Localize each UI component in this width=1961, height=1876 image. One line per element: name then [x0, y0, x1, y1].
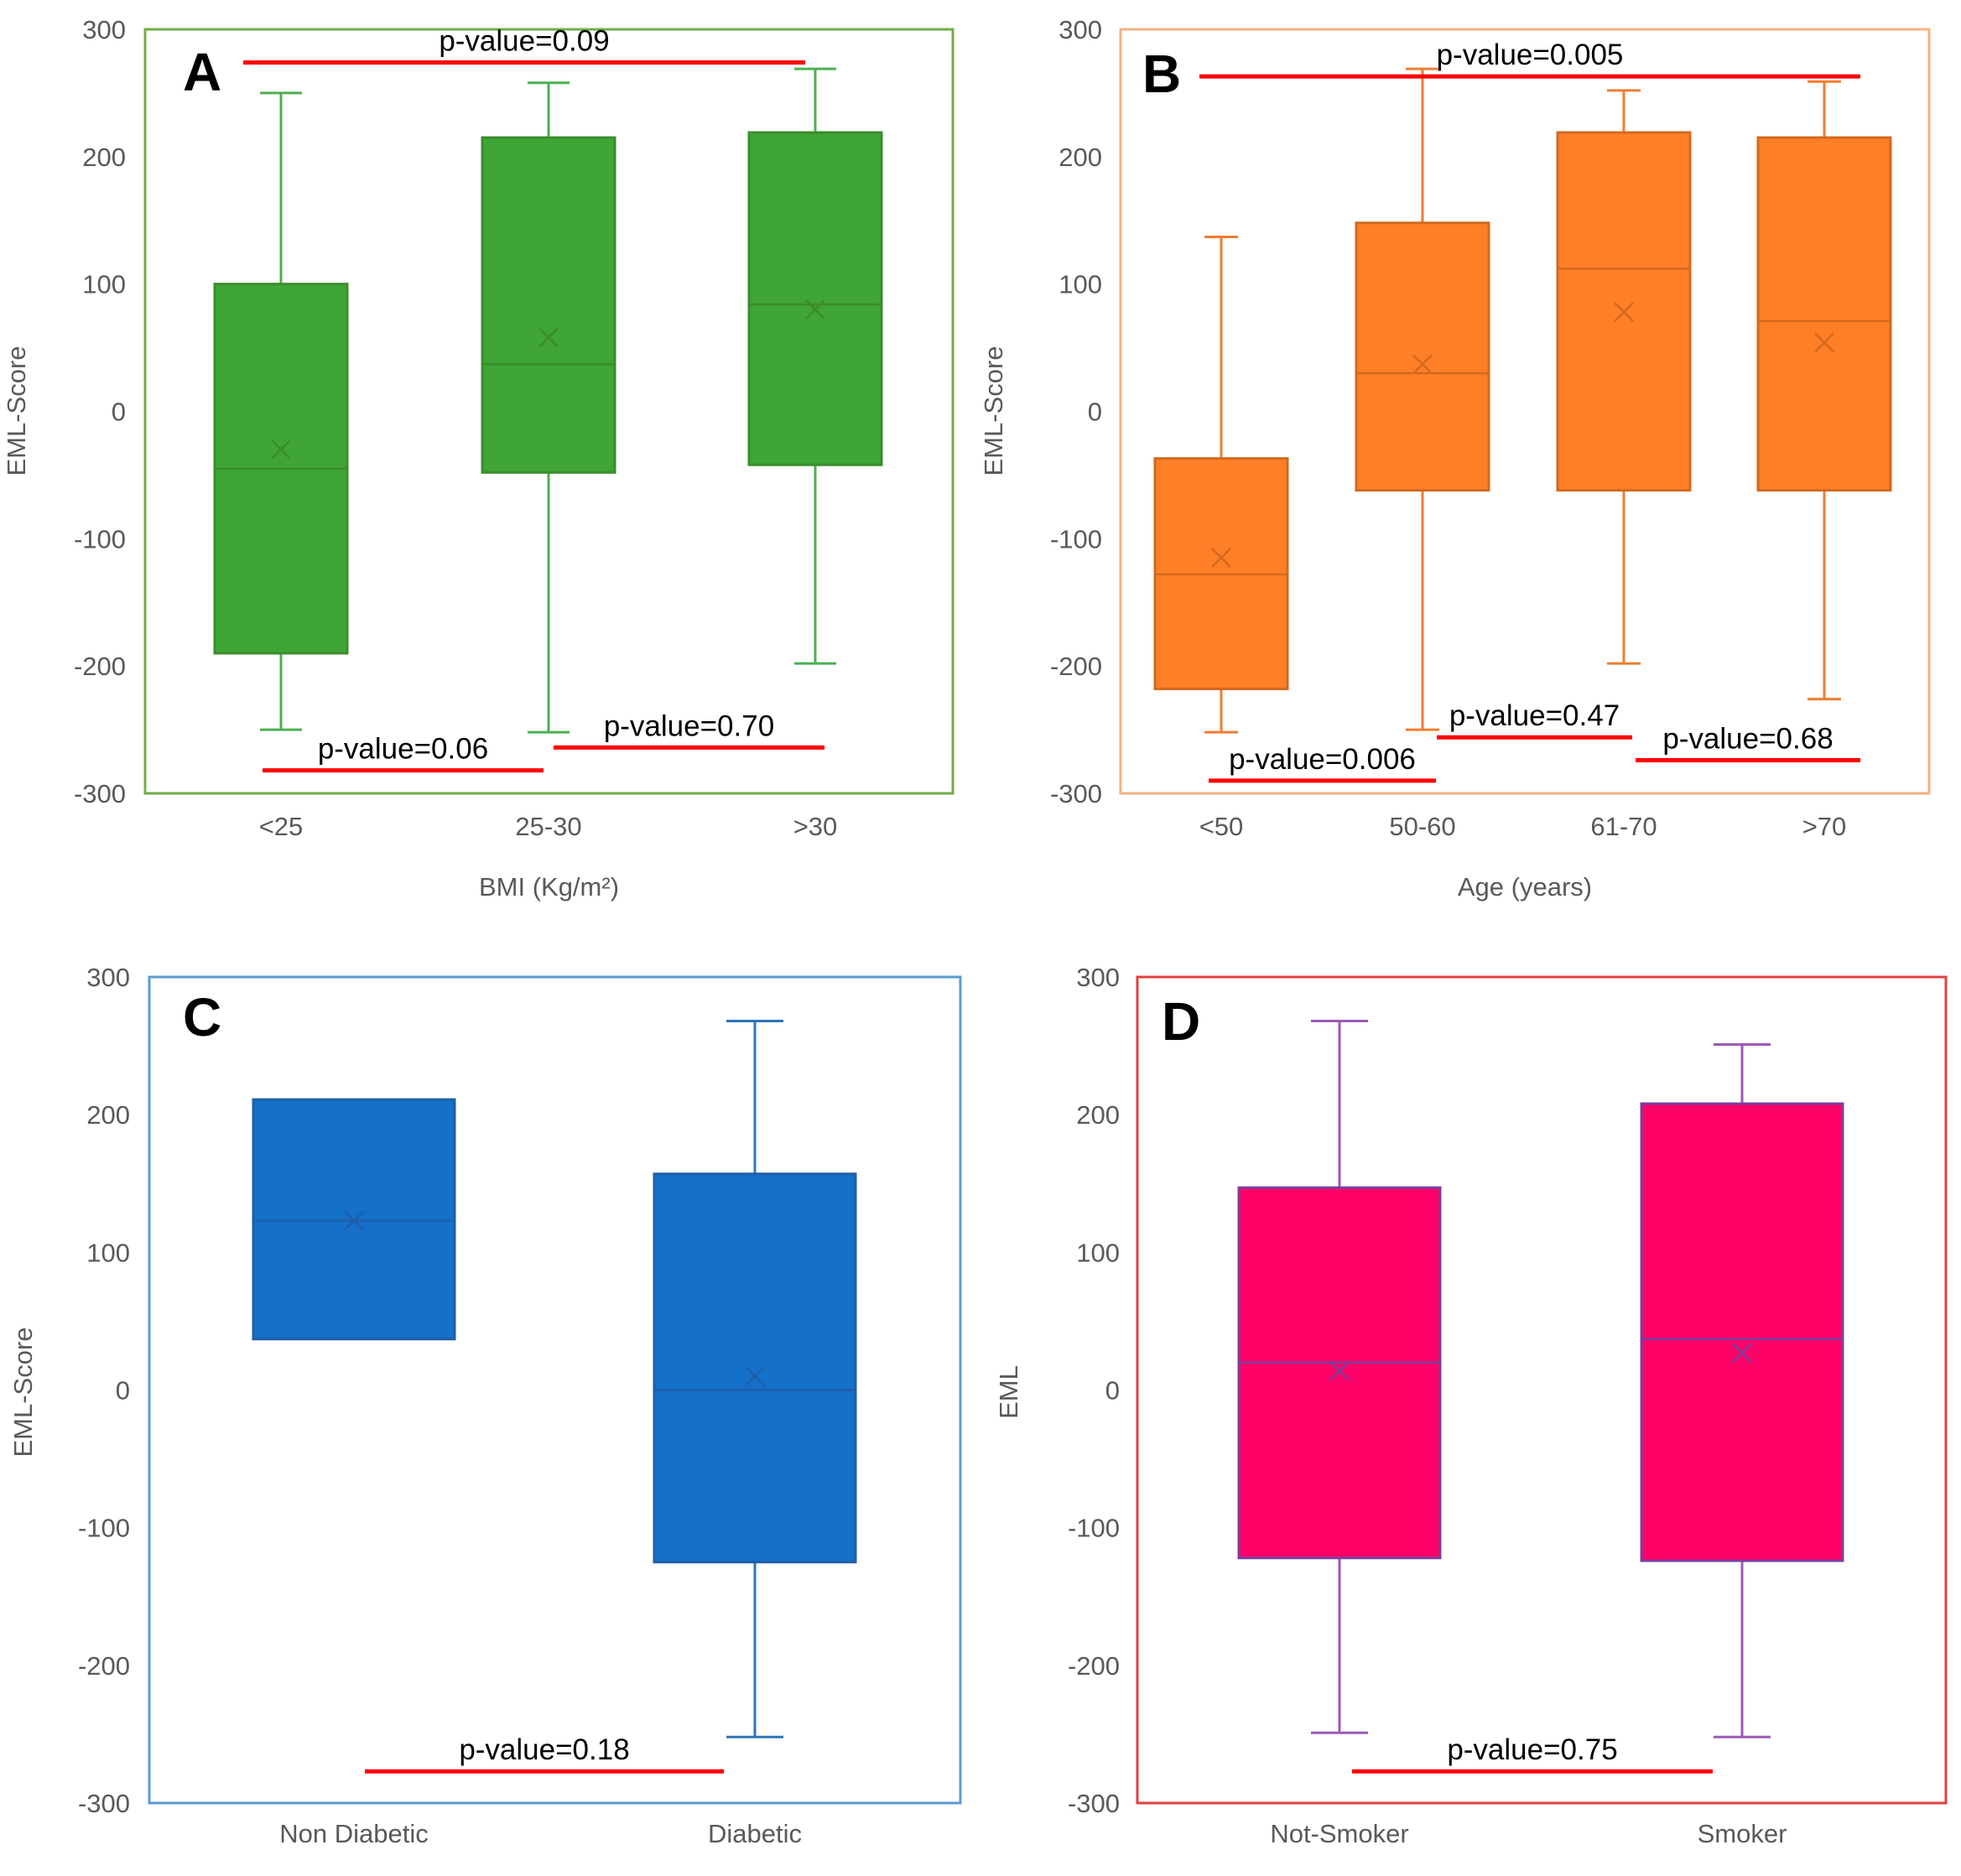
interquartile-box — [1756, 136, 1892, 492]
y-axis-label: EML-Score — [8, 1327, 38, 1457]
x-category-label: 61-70 — [1590, 812, 1657, 841]
x-category-label: Non Diabetic — [279, 1819, 428, 1848]
y-tick-label: -100 — [1068, 1514, 1120, 1543]
panel-letter: D — [1162, 991, 1200, 1052]
box-non-diabetic — [252, 1098, 456, 1341]
p-value-label: p-value=0.18 — [459, 1733, 629, 1766]
y-tick-label: 200 — [82, 143, 126, 172]
y-tick-label: -300 — [78, 1789, 130, 1818]
p-value-label: p-value=0.47 — [1449, 699, 1620, 732]
y-tick-label: 200 — [86, 1100, 130, 1130]
y-tick-label: -200 — [78, 1651, 130, 1681]
p-value-label: p-value=0.005 — [1437, 39, 1624, 71]
box-50-60 — [1355, 67, 1490, 731]
p-value-label: p-value=0.70 — [604, 709, 774, 742]
x-category-label: 25-30 — [515, 812, 581, 841]
y-axis-label: EML-Score — [979, 346, 1008, 475]
mean-marker — [805, 299, 825, 320]
panel-a: 300 200 100 0 -100 -200 -300 EML-Score BMI (Kg/m… — [2, 15, 954, 902]
p-value-label: p-value=0.68 — [1662, 723, 1833, 756]
y-tick-label: 200 — [1059, 143, 1102, 172]
box--30 — [747, 67, 883, 665]
panel-letter: C — [183, 987, 221, 1047]
interquartile-box — [1640, 1102, 1844, 1562]
y-tick-label: 0 — [1105, 1376, 1120, 1406]
x-category-label: Smoker — [1698, 1819, 1787, 1848]
interquartile-box — [1355, 221, 1490, 492]
y-tick-label: -100 — [78, 1514, 130, 1543]
mean-marker — [1211, 548, 1231, 568]
mean-marker — [1732, 1343, 1752, 1364]
y-tick-label: 100 — [1076, 1238, 1120, 1267]
interquartile-box — [747, 131, 883, 466]
y-tick-label: -300 — [1068, 1789, 1120, 1818]
y-tick-label: 100 — [82, 270, 126, 299]
x-category-label: >30 — [793, 812, 838, 841]
y-tick-label: -100 — [74, 524, 126, 553]
panel-letter: B — [1142, 44, 1181, 104]
box-smoker — [1640, 1042, 1844, 1738]
p-value-label: p-value=0.06 — [318, 733, 488, 766]
y-tick-label: -200 — [1068, 1651, 1120, 1681]
y-tick-label: 300 — [1059, 15, 1102, 44]
x-category-label: Not-Smoker — [1270, 1819, 1408, 1848]
y-tick-label: 100 — [1059, 270, 1102, 299]
interquartile-box — [481, 136, 616, 474]
y-tick-label: 0 — [116, 1376, 130, 1406]
mean-marker — [745, 1366, 765, 1386]
box--50 — [1153, 235, 1289, 734]
y-tick-label: -200 — [1050, 652, 1102, 681]
y-tick-label: -300 — [1050, 779, 1102, 808]
y-tick-label: -300 — [74, 779, 126, 808]
y-tick-label: 200 — [1076, 1100, 1120, 1130]
box-not-smoker — [1237, 1020, 1442, 1734]
x-category-label: <25 — [259, 812, 304, 841]
x-category-label: >70 — [1802, 812, 1847, 841]
mean-marker — [344, 1210, 364, 1231]
y-tick-label: -200 — [74, 652, 126, 681]
box--70 — [1756, 80, 1892, 701]
mean-marker — [1412, 354, 1433, 375]
box--25 — [213, 91, 349, 731]
x-category-label: <50 — [1199, 812, 1244, 841]
y-tick-label: 0 — [112, 398, 126, 427]
panel-c: 300 200 100 0 -100 -200 -300 EML-Score Non Diabe… — [8, 963, 962, 1848]
mean-marker — [271, 439, 291, 460]
x-category-label: Diabetic — [708, 1819, 802, 1848]
panel-d: 300 200 100 0 -100 -200 -300 EML Not-Smoker Smoke… — [994, 963, 1948, 1848]
y-tick-label: -100 — [1050, 524, 1102, 553]
interquartile-box — [1237, 1186, 1442, 1560]
box-diabetic — [653, 1020, 857, 1738]
interquartile-box — [653, 1172, 857, 1564]
x-axis-label: Age (years) — [1458, 872, 1592, 902]
x-axis-label: BMI (Kg/m²) — [479, 872, 619, 902]
y-tick-label: 0 — [1088, 398, 1102, 427]
y-tick-label: 300 — [82, 15, 126, 44]
panel-letter: A — [183, 42, 221, 102]
p-value-label: p-value=0.006 — [1229, 743, 1416, 776]
y-axis-label: EML-Score — [2, 346, 31, 475]
y-axis-label: EML — [994, 1365, 1023, 1419]
p-value-label: p-value=0.09 — [439, 24, 609, 57]
y-tick-label: 300 — [1076, 963, 1120, 992]
mean-marker — [538, 327, 559, 348]
box-25-30 — [481, 81, 616, 734]
y-tick-label: 300 — [86, 963, 130, 992]
mean-marker — [1614, 302, 1634, 322]
mean-marker — [1814, 332, 1834, 353]
y-tick-label: 100 — [86, 1238, 130, 1267]
mean-marker — [1329, 1360, 1350, 1381]
box-61-70 — [1556, 89, 1692, 665]
x-category-label: 50-60 — [1389, 812, 1455, 841]
panel-b: 300 200 100 0 -100 -200 -300 EML-Score Age (year… — [979, 15, 1931, 902]
p-value-label: p-value=0.75 — [1447, 1733, 1617, 1766]
